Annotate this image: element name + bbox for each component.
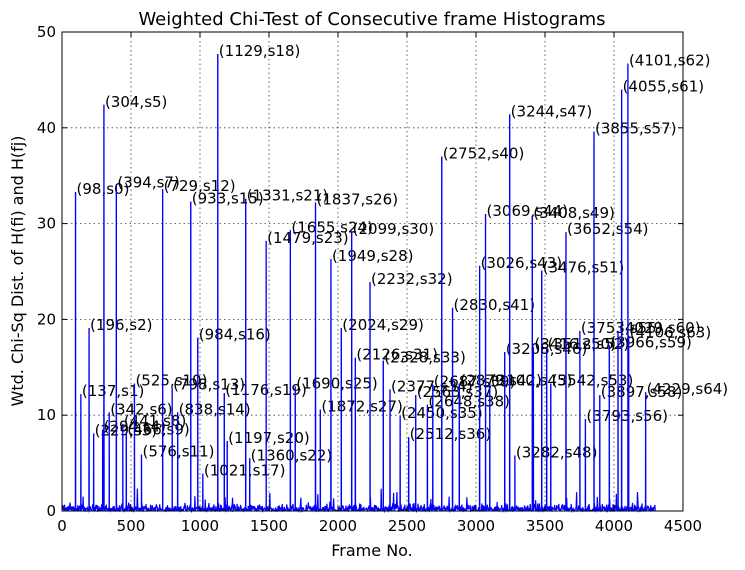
peak-labels: (98,s0)(137,s1)(196,s2)(229,s3)(294,s4)(… [74, 42, 729, 511]
x-tick-label: 1500 [250, 517, 288, 535]
plot-frame [61, 31, 684, 512]
peak-label: (3855,s57) [595, 120, 677, 138]
peak-label: (342,s6) [110, 400, 172, 418]
x-tick-label: 2000 [319, 517, 357, 535]
x-tick-label: 1000 [181, 517, 219, 535]
peak-label: (2830,s41) [454, 296, 536, 314]
peak-label: (441,s8) [124, 412, 186, 430]
peak-label: (137,s1) [82, 382, 144, 400]
peak-label: (3476,s51) [543, 259, 625, 277]
peak-label: (2024,s29) [342, 316, 424, 334]
peak-label: (1690,s25) [296, 374, 378, 392]
peak-label: (525,s10) [135, 372, 207, 390]
peak-label: (1360,s22) [251, 446, 333, 464]
y-tick-label: 30 [37, 215, 56, 233]
grid [62, 32, 683, 511]
peak-label: (304,s5) [105, 93, 167, 111]
chart-title: Weighted Chi-Test of Consecutive frame H… [138, 9, 605, 30]
peak-label: (3069,s44) [487, 202, 569, 220]
x-tick-label: 3500 [526, 517, 564, 535]
peak-label: (2879,s42) [460, 372, 542, 390]
y-tick-label: 20 [37, 310, 56, 328]
peak-label: (1021,s17) [204, 462, 286, 480]
x-axis-title: Frame No. [331, 541, 413, 560]
peak-label: (196,s2) [90, 316, 152, 334]
y-tick-label: 10 [37, 406, 56, 424]
peak-label: (2328,s33) [384, 349, 466, 367]
peak-label: (2512,s36) [410, 425, 492, 443]
peak-label: (1331,s21) [247, 187, 329, 205]
y-tick-label: 50 [37, 23, 56, 41]
axis-ticks: 0 500 1000 1500 2000 2500 3000 3500 4000 4500 0 10 2… [37, 23, 702, 535]
peak-label: (394,s7) [117, 173, 179, 191]
peak-label: (1949,s28) [332, 247, 414, 265]
peak-label: (1655,s24) [291, 218, 373, 236]
peak-label: (3282,s48) [516, 443, 598, 461]
peak-label: (2099,s30) [353, 220, 435, 238]
peak-label: (3793,s56) [586, 407, 668, 425]
peak-label: (1129,s18) [219, 42, 301, 60]
x-tick-label: 500 [117, 517, 146, 535]
peak-label: (3244,s47) [511, 102, 593, 120]
peak-label: (2563,s37) [417, 383, 499, 401]
peak-label: (3542,s53) [552, 372, 634, 390]
x-tick-label: 4000 [595, 517, 633, 535]
y-tick-label: 40 [37, 119, 56, 137]
peak-label: (2687,s39) [434, 373, 516, 391]
peak-label: (984,s16) [199, 326, 271, 344]
x-tick-label: 3000 [457, 517, 495, 535]
peak-label: (3416,s50) [534, 335, 616, 353]
peak-label: (1197,s20) [228, 429, 310, 447]
peak-label: (838,s14) [179, 400, 251, 418]
peak-label: (4101,s62) [629, 52, 711, 70]
x-tick-label: 0 [57, 517, 67, 535]
peak-label: (4055,s61) [623, 77, 705, 95]
y-tick-label: 0 [46, 502, 56, 520]
peak-label: (3652,s54) [567, 220, 649, 238]
peak-label: (229,s3) [95, 421, 157, 439]
peak-label: (3026,s43) [481, 254, 563, 272]
peak-label: (2232,s32) [371, 270, 453, 288]
peak-label: (1479,s23) [267, 229, 349, 247]
x-tick-label: 4500 [664, 517, 702, 535]
peak-label: (3966,s59) [610, 333, 692, 351]
peak-label: (4229,s64) [647, 380, 729, 398]
peak-label: (1837,s26) [317, 191, 399, 209]
peak-label: (2752,s40) [443, 145, 525, 163]
peak-label: (466,s9) [127, 420, 189, 438]
peak-label: (3100,s45) [491, 372, 573, 390]
peak-label: (4029,s60) [619, 319, 701, 337]
peak-label: (576,s11) [142, 442, 214, 460]
x-tick-label: 2500 [388, 517, 426, 535]
peak-label: (2126,s31) [356, 346, 438, 364]
y-axis-title: Wtd. Chi-Sq Dist. of H(fi) and H(fj) [8, 136, 27, 407]
peak-label: (1872,s27) [321, 397, 403, 415]
peak-label: (4106,s63) [630, 324, 712, 342]
peak-label: (2648,s38) [428, 393, 510, 411]
